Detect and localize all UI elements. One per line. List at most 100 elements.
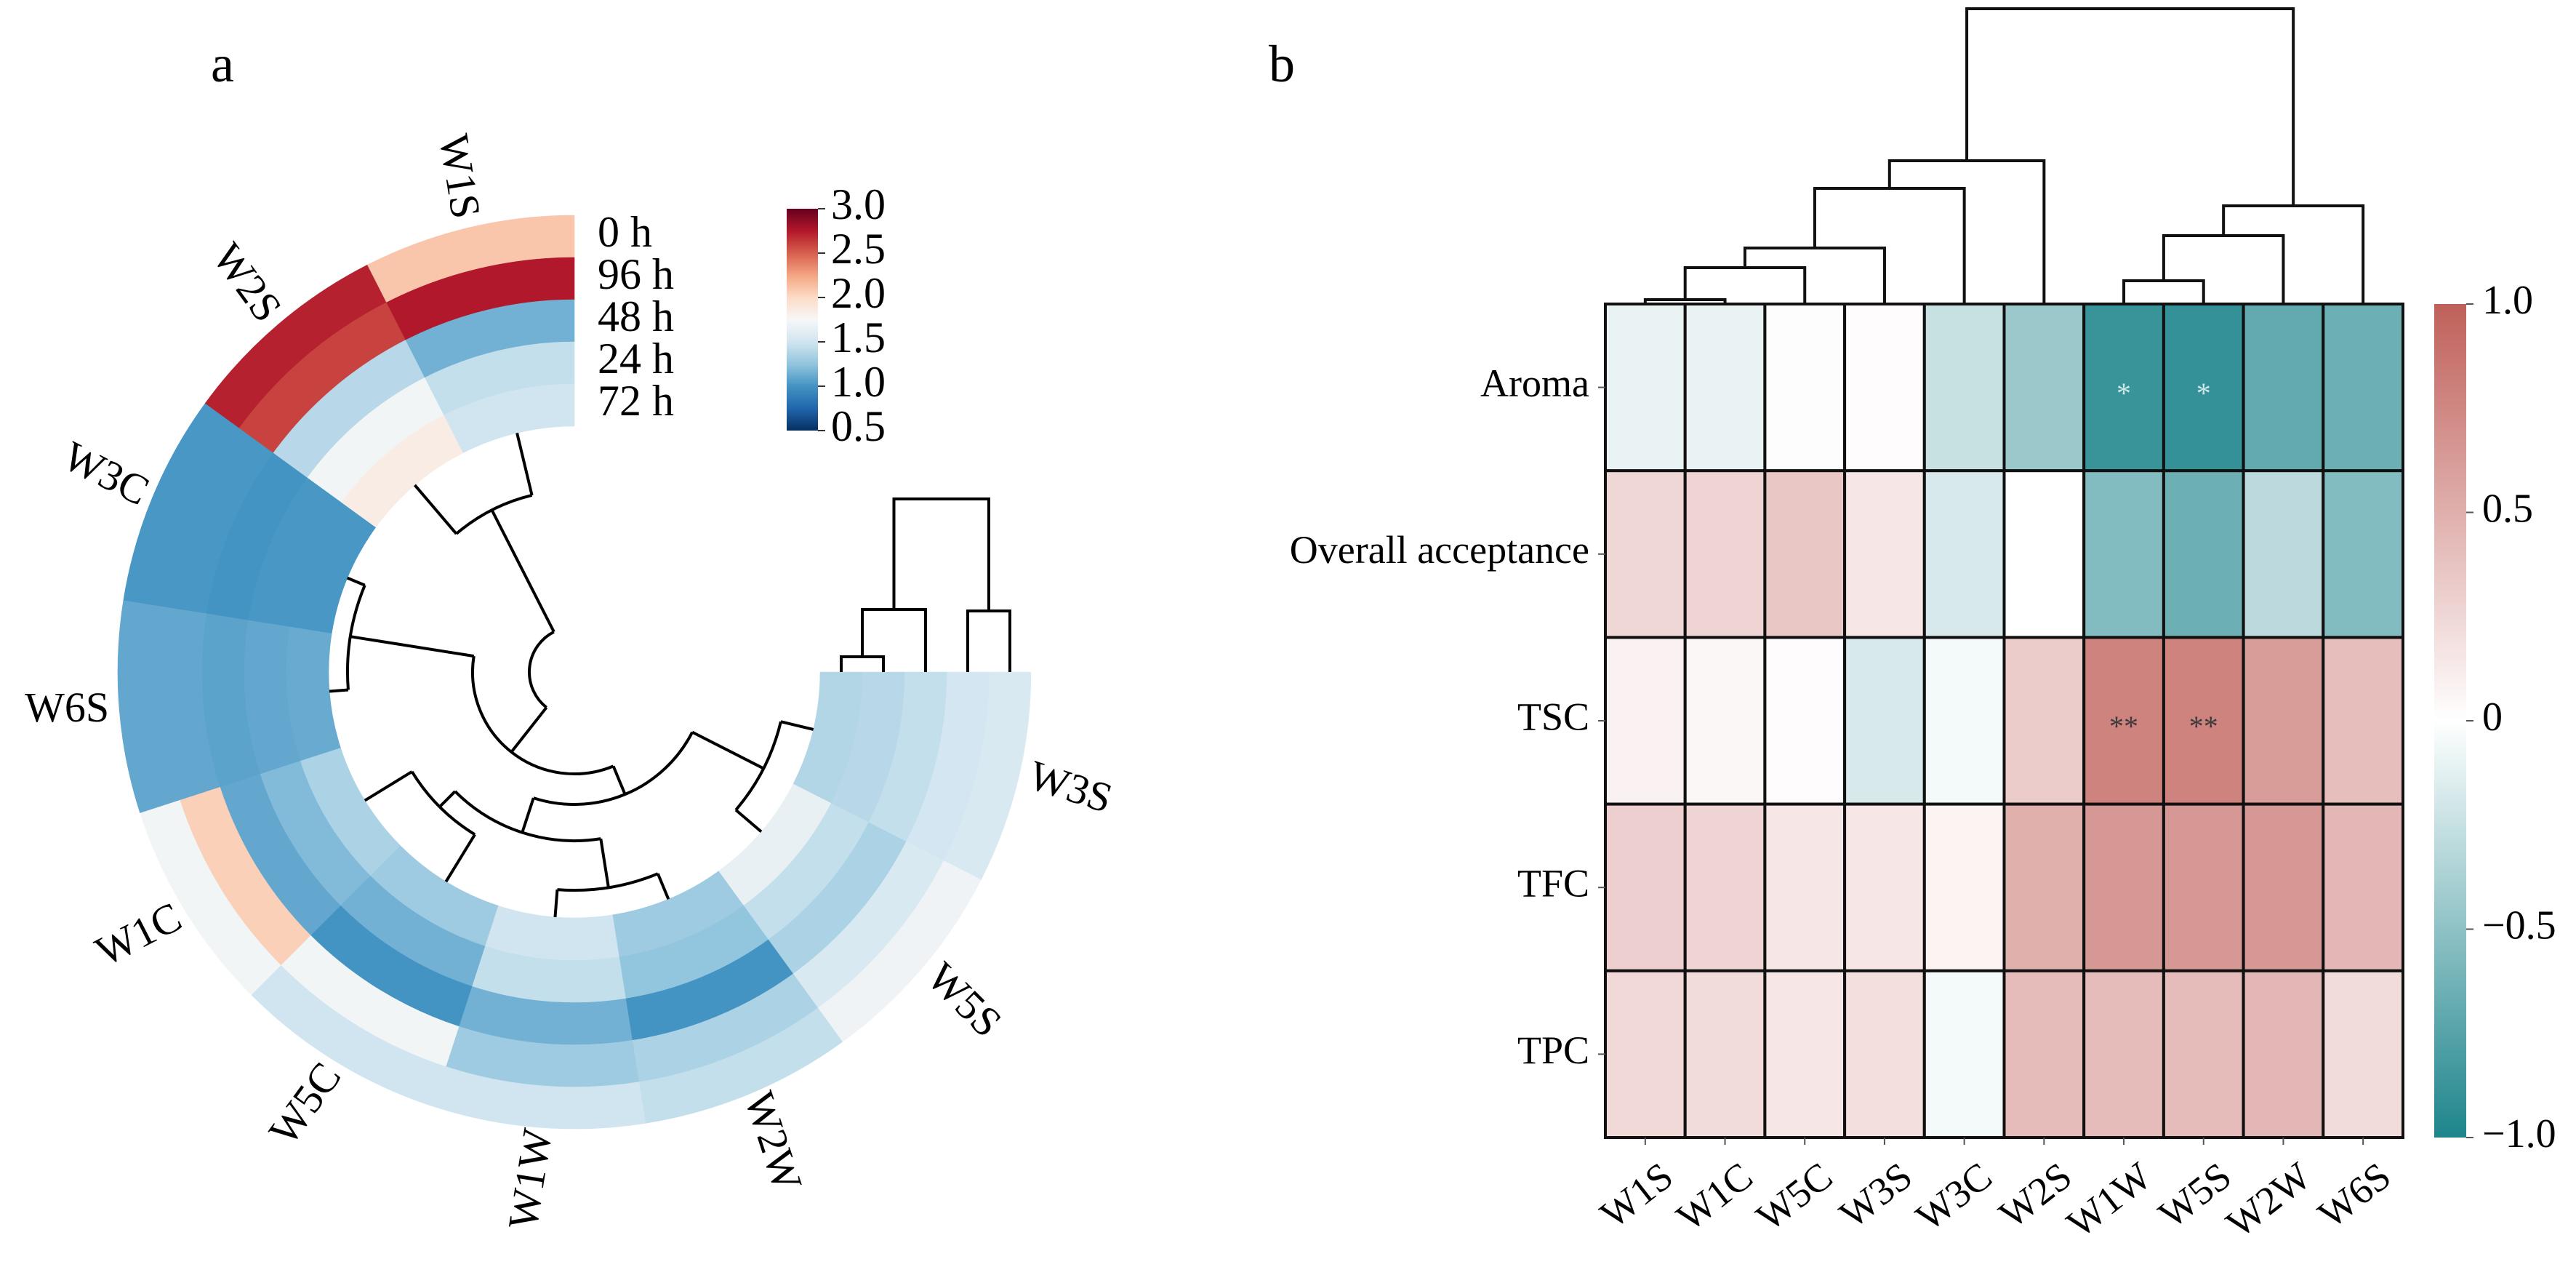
- time-dendrogram: [840, 497, 1011, 672]
- colorbar-tick-label: 0.5: [2482, 486, 2533, 531]
- dendrogram-branch: [490, 509, 555, 633]
- heatmap-cell-tfc-W2W: [2242, 802, 2325, 972]
- heatmap-cell-tfc-W3S: [1843, 802, 1926, 972]
- dendrogram-branch: [455, 493, 533, 535]
- dendrogram-branch: [438, 790, 457, 808]
- heatmap-cell-overall-acceptance-W5C: [1763, 469, 1847, 639]
- colorbar-tick-label: 0.5: [831, 402, 886, 450]
- heatmap-cell-tsc-W1S: [1604, 636, 1687, 806]
- dendrogram-branch: [2222, 204, 2365, 304]
- time-point-label: 96 h: [598, 250, 674, 298]
- dendrogram-branch: [734, 809, 763, 834]
- heatmap-cell-overall-acceptance-W3S: [1843, 469, 1926, 639]
- dendrogram-branch: [528, 630, 555, 709]
- heatmap-cell-tsc-W6S: [2322, 636, 2405, 806]
- heatmap-cell-tfc-W1C: [1683, 802, 1767, 972]
- heatmap-cell-tsc-W5C: [1763, 636, 1847, 806]
- heatmap-cell-overall-acceptance-W2S: [2002, 469, 2086, 639]
- dendrogram-branch: [553, 889, 559, 918]
- heatmap-cell-overall-acceptance-W2W: [2242, 469, 2325, 639]
- heatmap-cell-aroma-W3S: [1843, 303, 1926, 473]
- column-label: W5C: [1749, 1154, 1841, 1239]
- heatmap-cell-overall-acceptance-W1S: [1604, 469, 1687, 639]
- colorbar-tick-label: 1.5: [831, 313, 886, 361]
- heatmap-cell-overall-acceptance-W6S: [2322, 469, 2405, 639]
- dendrogram-branch: [1813, 187, 1966, 304]
- column-label: W2W: [2218, 1154, 2319, 1246]
- dendrogram-branch: [1743, 247, 1886, 304]
- heatmap-cell-aroma-W1S: [1604, 303, 1687, 473]
- heatmap-cell-tfc-W5S: [2162, 802, 2245, 972]
- heatmap-cell-aroma-W2W: [2242, 303, 2325, 473]
- heatmap-cell-tfc-W3C: [1922, 802, 2006, 972]
- dendrogram-branch: [346, 576, 366, 587]
- heatmap-cell-tpc-W1S: [1604, 969, 1687, 1140]
- heatmap-cell-W1W-72h: [485, 906, 620, 961]
- colorbar-tick-label: 2.5: [831, 225, 886, 273]
- heatmap-cell-tpc-W2W: [2242, 969, 2325, 1140]
- dendrogram-branch: [515, 432, 534, 496]
- heatmap-cell-tfc-W5C: [1763, 802, 1847, 972]
- heatmap-cell-tfc-W1W: [2082, 802, 2165, 972]
- heatmap-cell-tfc-W2S: [2002, 802, 2086, 972]
- dendrogram-branch: [2162, 234, 2285, 304]
- time-point-label: 0 h: [598, 208, 652, 256]
- heatmap-cell-tsc-W2S: [2002, 636, 2086, 806]
- colorbar-a: [787, 209, 818, 431]
- significance-annotation: **: [2109, 710, 2138, 743]
- sample-label: W2W: [735, 1086, 811, 1196]
- heatmap-cell-overall-acceptance-W5S: [2162, 469, 2245, 639]
- dendrogram-branch: [892, 497, 990, 611]
- column-label: W1C: [1669, 1154, 1761, 1239]
- circular-heatmap-panel: W1S W2S W3C W6S W1C W5C W1W W2W W5S W3S 0 h96 h48 …: [25, 131, 1118, 1232]
- dendrogram-branch: [329, 688, 349, 693]
- sample-label: W3S: [1023, 751, 1118, 823]
- colorbar-tick-label: 1.0: [2482, 278, 2533, 323]
- significance-annotation: *: [2196, 377, 2211, 409]
- sample-label: W1C: [88, 892, 189, 975]
- dendrogram-branch: [691, 730, 765, 770]
- heatmap-cell-tsc-W1C: [1683, 636, 1767, 806]
- sample-label: W3C: [56, 432, 157, 515]
- heatmap-cell-tpc-W3S: [1843, 969, 1926, 1140]
- heatmap-cell-tsc-W1W: [2082, 636, 2165, 806]
- dendrogram-branch: [521, 797, 535, 834]
- dendrogram-branch: [410, 770, 476, 836]
- heatmap-cell-overall-acceptance-W3C: [1922, 469, 2006, 639]
- colorbar-tick-label: −0.5: [2482, 903, 2556, 948]
- colorbar-tick-label: 3.0: [831, 180, 886, 228]
- heatmap-cell-overall-acceptance-W1W: [2082, 469, 2165, 639]
- panel-label-b: b: [1269, 35, 1295, 93]
- heatmap-cell-W6S-72h: [286, 626, 341, 762]
- row-label: Overall acceptance: [1290, 528, 1589, 572]
- time-point-label: 24 h: [598, 335, 674, 383]
- dendrogram-branch: [1965, 7, 2295, 206]
- time-point-label: 72 h: [598, 377, 674, 425]
- dendrogram-branch: [350, 635, 475, 658]
- dendrogram-branch: [364, 770, 413, 802]
- heatmap-cell-tpc-W1C: [1683, 969, 1767, 1140]
- heatmap-cell-aroma-W3C: [1922, 303, 2006, 473]
- heatmap-cell-tsc-W3C: [1922, 636, 2006, 806]
- heatmap-cell-tfc-W6S: [2322, 802, 2405, 972]
- sample-label: W5C: [260, 1054, 350, 1154]
- heatmap-cell-tpc-W6S: [2322, 969, 2405, 1140]
- sample-label: W6S: [25, 684, 109, 731]
- dendrogram-branch: [780, 720, 814, 731]
- colorbar-tick-label: 2.0: [831, 269, 886, 317]
- dendrogram-branch: [840, 655, 885, 672]
- dendrogram-branch: [861, 608, 927, 672]
- column-label: W1S: [1592, 1154, 1681, 1236]
- dendrogram-branch: [611, 765, 627, 795]
- column-label: W3C: [1908, 1154, 2000, 1239]
- heatmap-cell-tfc-W1S: [1604, 802, 1687, 972]
- dendrogram-branch: [557, 872, 659, 892]
- dendrogram-branch: [734, 721, 782, 811]
- sample-label: W2S: [204, 234, 292, 330]
- row-label: TPC: [1517, 1028, 1589, 1072]
- colorbar-tick-label: −1.0: [2482, 1111, 2556, 1156]
- sample-dendrogram: [329, 432, 814, 918]
- dendrogram-branch: [454, 790, 601, 842]
